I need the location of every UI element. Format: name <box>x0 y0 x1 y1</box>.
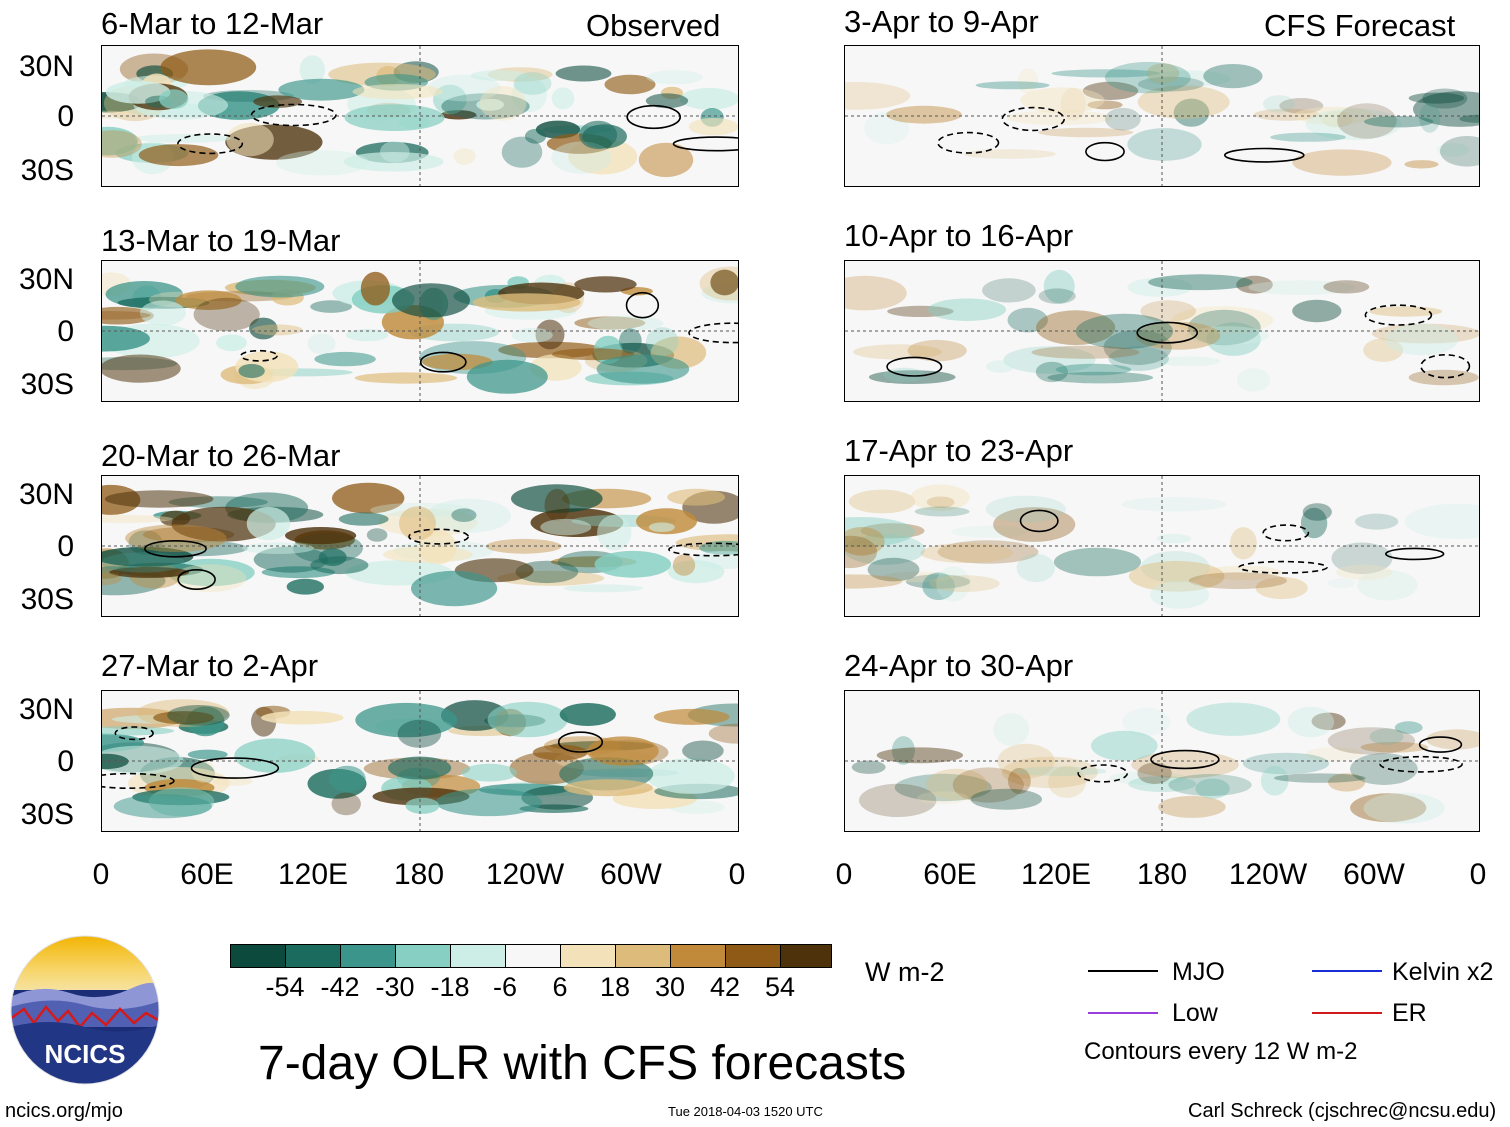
panel-title-8: 24-Apr to 30-Apr <box>844 648 1074 683</box>
lon-180: 180 <box>1136 858 1188 891</box>
colorbar-tick: -30 <box>375 972 415 1002</box>
legend-line-low <box>1088 1012 1158 1014</box>
colorbar-bin <box>230 944 286 968</box>
olr-map-forecast-3 <box>844 475 1480 617</box>
colorbar-bin <box>340 944 396 968</box>
panel-title-4: 27-Mar to 2-Apr <box>101 648 319 683</box>
legend-label-mjo: MJO <box>1172 958 1225 986</box>
panel-title-1: 6-Mar to 12-Mar <box>101 6 324 41</box>
lat-30n: 30N <box>18 263 74 296</box>
lon-60e: 60E <box>923 858 977 891</box>
lat-30n: 30N <box>18 50 74 83</box>
lat-30s: 30S <box>20 154 74 187</box>
panel-title-3: 20-Mar to 26-Mar <box>101 438 341 473</box>
lon-120w: 120W <box>1228 858 1308 891</box>
panel-tag-cfs-forecast: CFS Forecast <box>1264 8 1456 43</box>
legend-label-low: Low <box>1172 999 1218 1027</box>
lon-180: 180 <box>393 858 445 891</box>
olr-map-observed-4 <box>101 690 739 832</box>
lon-60w: 60W <box>1343 858 1405 891</box>
footer-credit: Carl Schreck (cjschrec@ncsu.edu) <box>1188 1100 1497 1122</box>
colorbar-bin <box>725 944 781 968</box>
colorbar-bin <box>285 944 341 968</box>
lon-0-end: 0 <box>728 858 746 891</box>
colorbar-tick: -6 <box>492 972 517 1002</box>
colorbar-bin <box>450 944 506 968</box>
lat-30s: 30S <box>20 368 74 401</box>
ncics-logo: NCICS <box>10 935 160 1085</box>
lon-60e: 60E <box>180 858 234 891</box>
legend-line-er <box>1312 1012 1382 1014</box>
footer-timestamp: Tue 2018-04-03 1520 UTC <box>668 1104 823 1119</box>
lon-120w: 120W <box>485 858 565 891</box>
olr-map-observed-2 <box>101 260 739 402</box>
colorbar-tick: 6 <box>552 972 568 1002</box>
colorbar-unit: W m-2 <box>865 957 945 987</box>
legend-line-kelvin <box>1312 970 1382 972</box>
footer-url[interactable]: ncics.org/mjo <box>5 1100 123 1122</box>
olr-map-observed-1 <box>101 45 739 187</box>
lat-0: 0 <box>57 530 74 563</box>
colorbar-tick: 30 <box>654 972 686 1002</box>
colorbar-tick: -54 <box>265 972 305 1002</box>
olr-map-forecast-2 <box>844 260 1480 402</box>
lat-30s: 30S <box>20 583 74 616</box>
colorbar-bin <box>670 944 726 968</box>
olr-map-observed-3 <box>101 475 739 617</box>
lat-30n: 30N <box>18 478 74 511</box>
colorbar-bin <box>780 944 832 968</box>
panel-title-5: 3-Apr to 9-Apr <box>844 4 1039 39</box>
colorbar-bin <box>395 944 451 968</box>
logo-text: NCICS <box>45 1039 126 1069</box>
lon-0: 0 <box>92 858 110 891</box>
main-title: 7-day OLR with CFS forecasts <box>258 1037 907 1090</box>
lon-60w: 60W <box>600 858 662 891</box>
colorbar-tick: 54 <box>764 972 796 1002</box>
legend-line-mjo <box>1088 970 1158 972</box>
olr-map-forecast-4 <box>844 690 1480 832</box>
legend-label-er: ER <box>1392 999 1427 1027</box>
lon-120e: 120E <box>277 858 349 891</box>
colorbar-bin <box>560 944 616 968</box>
colorbar-tick: 18 <box>599 972 631 1002</box>
lat-0: 0 <box>57 315 74 348</box>
colorbar-tick: -42 <box>320 972 360 1002</box>
panel-tag-observed: Observed <box>586 8 721 43</box>
colorbar-bin <box>615 944 671 968</box>
panel-title-2: 13-Mar to 19-Mar <box>101 223 341 258</box>
lon-120e: 120E <box>1020 858 1092 891</box>
lat-30s: 30S <box>20 798 74 831</box>
legend-contour-note: Contours every 12 W m-2 <box>1084 1038 1358 1065</box>
colorbar-bin <box>505 944 561 968</box>
lat-30n: 30N <box>18 693 74 726</box>
colorbar-tick: -18 <box>430 972 470 1002</box>
olr-map-forecast-1 <box>844 45 1480 187</box>
colorbar-tick: 42 <box>709 972 741 1002</box>
panel-title-7: 17-Apr to 23-Apr <box>844 433 1074 468</box>
lat-0: 0 <box>57 100 74 133</box>
lon-0-end: 0 <box>1469 858 1487 891</box>
legend-label-kelvin: Kelvin x2 <box>1392 958 1494 986</box>
lon-0: 0 <box>835 858 853 891</box>
lat-0: 0 <box>57 745 74 778</box>
panel-title-6: 10-Apr to 16-Apr <box>844 218 1074 253</box>
